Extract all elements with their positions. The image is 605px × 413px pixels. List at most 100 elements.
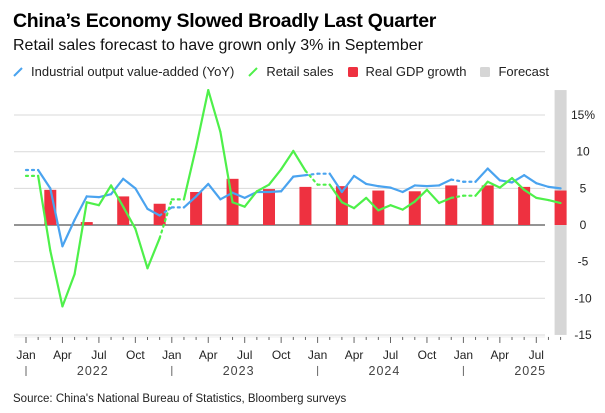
retail-sales-segment <box>158 198 173 240</box>
industrial-output-segment <box>535 182 550 188</box>
retail-sales-segment <box>73 201 88 276</box>
gdp-bar <box>554 190 567 225</box>
retail-sales-segment <box>377 204 392 212</box>
chart: 15% 10 5 0 -5 -10 -15 Jan Apr Jul Oct Jan Apr Jul Oct J… <box>14 89 595 378</box>
x-tick-label: Jul <box>237 348 252 362</box>
blue-line-icon <box>13 66 23 77</box>
legend-label: Industrial output value-added (YoY) <box>31 64 235 79</box>
y-tick-label: -10 <box>574 291 592 305</box>
x-tick-label: Apr <box>199 348 218 362</box>
industrial-output-segment <box>267 190 283 194</box>
source-note: Source: China's National Bureau of Stati… <box>13 393 347 405</box>
x-tick-label: Apr <box>491 348 510 362</box>
legend-label: Forecast <box>498 64 550 79</box>
chart-title: China’s Economy Slowed Broadly Last Quar… <box>13 10 437 32</box>
x-tick-label: Jan <box>454 348 473 362</box>
industrial-output-segment <box>146 207 161 217</box>
industrial-output-segment <box>413 184 429 188</box>
industrial-output-segment <box>49 187 64 248</box>
industrial-output-segment <box>498 179 514 184</box>
retail-sales-segment <box>280 149 295 171</box>
retail-sales-segment <box>97 184 113 207</box>
retail-sales-segment <box>182 146 198 201</box>
retail-sales-segment <box>255 183 271 193</box>
retail-sales-segment <box>219 130 234 204</box>
legend-item-industrial-output: Industrial output value-added (YoY) <box>13 64 234 79</box>
retail-sales-segment <box>389 204 404 211</box>
retail-sales-segment <box>401 200 416 211</box>
industrial-output-segment <box>231 191 246 199</box>
legend-label: Retail sales <box>266 64 334 79</box>
retail-sales-segment <box>438 196 453 205</box>
industrial-output-segment <box>340 174 356 194</box>
retail-sales-segment <box>547 198 562 205</box>
retail-sales-segment <box>146 237 161 270</box>
retail-sales-segment <box>195 89 210 149</box>
retail-sales-segment <box>510 176 526 191</box>
retail-sales-segment <box>292 149 307 172</box>
x-tick-label: Oct <box>126 348 145 362</box>
industrial-output-segment <box>292 174 307 178</box>
retail-sales-segment <box>243 190 258 208</box>
retail-sales-segment <box>207 89 222 134</box>
retail-sales-segment <box>413 188 429 203</box>
y-tick-label: 0 <box>580 218 587 232</box>
y-tick-label: 15% <box>571 108 595 122</box>
legend-label: Real GDP growth <box>365 64 467 79</box>
retail-sales-segment <box>134 227 149 270</box>
x-tick-label: Jan <box>308 348 327 362</box>
retail-sales-segment <box>61 273 76 308</box>
industrial-output-segment <box>109 177 125 196</box>
x-tick-label: Jul <box>91 348 106 362</box>
red-square-icon <box>347 66 358 77</box>
chart-subtitle: Retail sales forecast to have grown only… <box>13 37 423 54</box>
x-tick-label: Jul <box>383 348 398 362</box>
y-tick-label: -15 <box>574 328 592 342</box>
gdp-bar <box>299 186 312 225</box>
gdp-bar <box>80 222 93 225</box>
retail-sales-segment <box>109 184 125 208</box>
retail-sales-segment <box>85 201 101 207</box>
y-tick-label: -5 <box>578 255 589 269</box>
industrial-output-segment <box>304 172 319 177</box>
x-year-label: 2025 <box>514 364 546 378</box>
retail-sales-segment <box>352 196 368 210</box>
x-tick-label: Jan <box>162 348 181 362</box>
legend-item-gdp: Real GDP growth <box>347 64 467 79</box>
industrial-output-segment <box>474 167 489 183</box>
retail-sales-segment <box>37 174 52 252</box>
industrial-output-segment <box>486 167 501 182</box>
retail-sales-segment <box>328 183 343 204</box>
retail-sales-segment <box>498 176 514 189</box>
industrial-output-segment <box>85 195 101 199</box>
gdp-bar <box>518 186 531 225</box>
industrial-output-segment <box>328 172 343 194</box>
industrial-output-segment <box>438 178 453 187</box>
industrial-output-segment <box>377 185 392 189</box>
green-line-icon <box>248 66 259 77</box>
retail-sales-segment <box>535 196 550 202</box>
gdp-bar <box>263 189 275 225</box>
retail-sales-segment <box>523 188 538 199</box>
retail-sales-segment <box>267 168 283 186</box>
retail-sales-segment <box>486 180 501 189</box>
gdp-bar <box>335 186 348 225</box>
retail-sales-segment <box>304 169 319 186</box>
retail-sales-segment <box>365 196 380 212</box>
retail-sales-segment <box>231 201 246 208</box>
legend: Industrial output value-added (YoY) Reta… <box>13 64 563 79</box>
legend-item-retail-sales: Retail sales <box>248 64 334 79</box>
x-tick-label: Oct <box>418 348 437 362</box>
industrial-output-segment <box>425 184 441 188</box>
y-tick-label: 10 <box>576 145 590 159</box>
industrial-output-segment <box>547 185 562 190</box>
x-tick-label: Oct <box>272 348 291 362</box>
gdp-bar <box>372 190 385 225</box>
industrial-output-segment <box>122 177 137 190</box>
retail-sales-segment <box>49 249 64 308</box>
x-tick-label: Apr <box>53 348 72 362</box>
retail-sales-segment <box>450 194 465 199</box>
retail-sales-segment <box>425 188 441 205</box>
industrial-output-segment <box>182 195 198 209</box>
industrial-output-segment <box>195 182 210 198</box>
